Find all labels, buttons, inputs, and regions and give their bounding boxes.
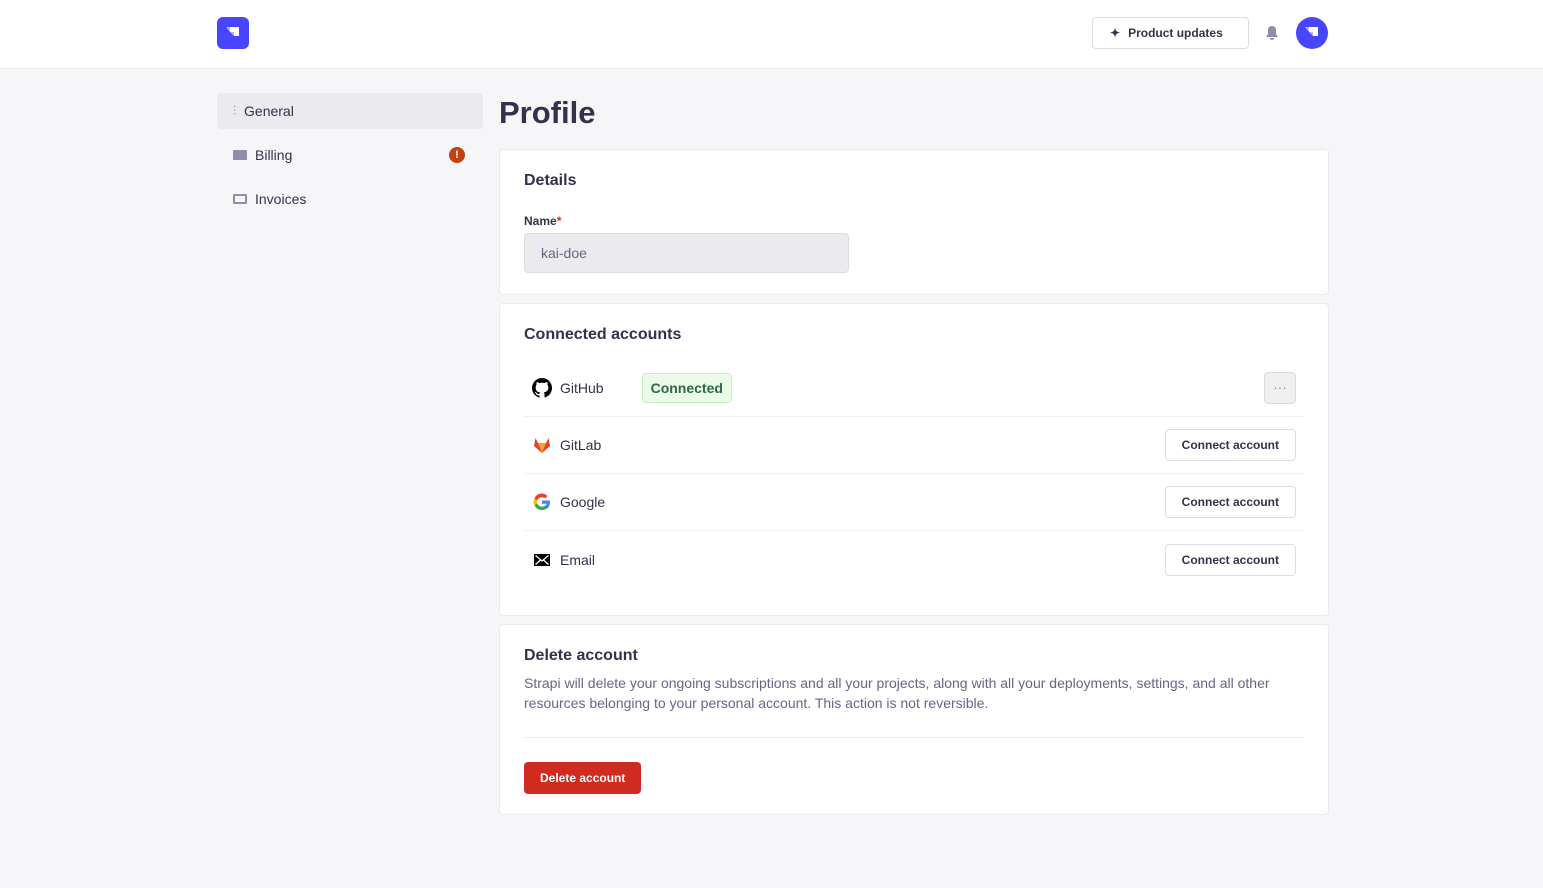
sliders-icon: ⫶: [233, 103, 237, 118]
product-updates-button[interactable]: ✦ Product updates: [1092, 17, 1249, 49]
account-name: GitHub: [560, 380, 604, 396]
page-title: Profile: [499, 95, 596, 130]
connect-email-button[interactable]: Connect account: [1164, 543, 1296, 576]
sidebar-item-invoices[interactable]: Invoices: [217, 181, 483, 217]
bell-icon[interactable]: [1264, 25, 1280, 46]
connect-gitlab-button[interactable]: Connect account: [1164, 429, 1296, 461]
sidebar: ⫶ General Billing! Invoices: [217, 93, 483, 225]
delete-account-button[interactable]: Delete account: [524, 762, 642, 794]
details-title: Details: [524, 172, 577, 189]
google-icon: [533, 493, 550, 511]
delete-account-card: Delete account Strapi will delete your o…: [499, 624, 1329, 815]
sidebar-item-billing[interactable]: Billing!: [217, 137, 483, 173]
connected-accounts-card: Connected accounts GitHub Connected ··· …: [499, 303, 1329, 616]
account-name: Google: [560, 494, 606, 510]
account-row-github: GitHub Connected ···: [524, 360, 1304, 417]
delete-account-title: Delete account: [524, 647, 638, 664]
credit-card-icon: [233, 150, 247, 160]
connected-badge: Connected: [641, 373, 732, 403]
invoice-icon: [233, 194, 247, 204]
envelope-icon: [534, 553, 550, 566]
delete-account-description: Strapi will delete your ongoing subscrip…: [524, 673, 1304, 738]
connected-accounts-title: Connected accounts: [524, 326, 682, 343]
account-row-email: Email Connect account: [524, 531, 1304, 588]
gitlab-icon: [534, 438, 550, 453]
sidebar-item-general[interactable]: ⫶ General: [217, 93, 483, 129]
connect-google-button[interactable]: Connect account: [1164, 486, 1296, 518]
top-bar: ✦ Product updates: [0, 0, 1543, 69]
strapi-logo[interactable]: [217, 17, 249, 49]
account-row-gitlab: GitLab Connect account: [524, 417, 1304, 474]
warning-badge: !: [449, 147, 465, 163]
account-name: Email: [560, 551, 596, 568]
name-label: Name*: [524, 214, 562, 228]
github-icon: [532, 378, 552, 398]
details-card: Details Name* kai-doe: [499, 149, 1329, 295]
account-row-google: Google Connect account: [524, 474, 1304, 531]
sparkle-icon: ✦: [1110, 26, 1121, 40]
name-input[interactable]: kai-doe: [524, 233, 849, 273]
more-options-button[interactable]: ···: [1264, 372, 1296, 404]
avatar[interactable]: [1296, 17, 1328, 49]
account-name: GitLab: [560, 437, 602, 453]
